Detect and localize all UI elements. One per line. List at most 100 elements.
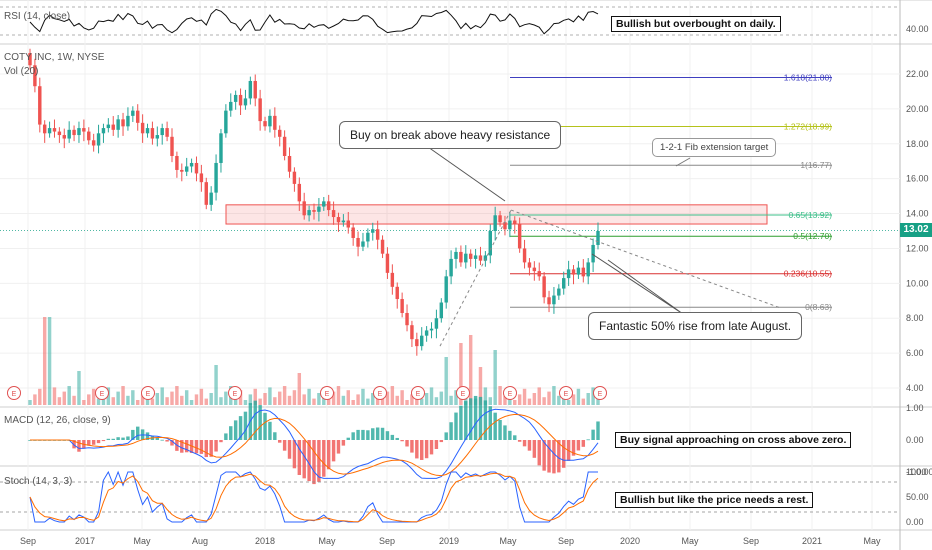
volume-bar: [410, 394, 414, 405]
volume-bar: [219, 397, 223, 405]
volume-bar: [238, 390, 243, 405]
volume-bar: [380, 397, 385, 405]
stoch-label: Stoch (14, 3, 3): [4, 476, 73, 487]
macd-histogram-bar: [400, 440, 404, 442]
callout-pointer: [591, 253, 684, 315]
x-tick-label: 2017: [75, 536, 95, 546]
candle-body: [307, 210, 311, 216]
candle-body: [312, 210, 316, 212]
volume-bar: [400, 390, 404, 405]
macd-histogram-bar: [483, 400, 488, 440]
candle-body: [371, 229, 375, 233]
candle-body: [581, 267, 586, 277]
candle-body: [586, 262, 590, 277]
volume-bar: [268, 387, 272, 405]
volume-bar: [522, 388, 527, 405]
macd-histogram-bar: [390, 434, 395, 440]
volume-bar: [488, 397, 492, 405]
volume-bar: [165, 397, 169, 405]
volume-bar: [72, 395, 76, 405]
macd-histogram-bar: [571, 440, 576, 456]
volume-bar: [366, 398, 370, 405]
candle-body: [346, 220, 350, 228]
earnings-marker: [456, 386, 470, 400]
earnings-marker-label: E: [325, 391, 330, 398]
candle-body: [508, 220, 512, 230]
volume-bar: [52, 387, 57, 405]
candle-body: [547, 297, 551, 305]
x-tick-label: 2018: [255, 536, 275, 546]
volume-bar: [444, 357, 448, 405]
volume-bar: [175, 386, 179, 405]
candle-body: [243, 98, 248, 106]
volume-bar: [121, 386, 125, 405]
volume-bar: [204, 398, 208, 405]
candle-body: [160, 128, 164, 136]
volume-bar: [483, 387, 488, 405]
candle-body: [537, 271, 541, 277]
candle-body: [454, 251, 458, 259]
macd-histogram-bar: [420, 440, 424, 460]
volume-bar: [459, 343, 463, 405]
candle-body: [219, 133, 223, 163]
macd-histogram-bar: [429, 440, 434, 455]
volume-bar: [77, 371, 81, 405]
volume-bar: [503, 395, 507, 405]
macd-histogram-bar: [238, 416, 243, 440]
earnings-marker-label: E: [146, 391, 151, 398]
candle-body: [444, 276, 448, 303]
macd-histogram-bar: [527, 440, 532, 451]
volume-bar: [248, 394, 253, 405]
macd-histogram-bar: [375, 427, 380, 440]
macd-histogram-bar: [184, 440, 189, 453]
volume-bar: [571, 394, 576, 405]
stoch-tick-label: 0.00: [906, 517, 924, 527]
volume-bar: [180, 395, 184, 405]
macd-histogram-bar: [473, 395, 478, 440]
macd-histogram-bar: [87, 440, 91, 446]
candle-body: [566, 269, 571, 279]
macd-histogram-bar: [111, 438, 115, 440]
candle-body: [395, 286, 399, 300]
volume-bar: [170, 391, 174, 405]
x-tick-label: May: [863, 536, 881, 546]
earnings-marker-label: E: [461, 391, 466, 398]
candle-body: [591, 244, 595, 263]
candle-body: [42, 124, 47, 134]
candle-body: [238, 94, 243, 106]
candle-body: [326, 201, 331, 211]
volume-bar: [532, 393, 537, 405]
price-pane: 1.618(21.80) 1.272(18.99) 1(16.77) 0.65(13.…: [0, 48, 900, 405]
candle-body: [38, 86, 42, 125]
candle-body: [375, 229, 380, 240]
stoch-note: Bullish but like the price needs a rest.: [615, 492, 814, 508]
macd-histogram-bar: [136, 426, 140, 440]
volume-bar: [292, 390, 297, 405]
candle-body: [145, 128, 150, 134]
macd-histogram-bar: [464, 401, 468, 440]
fib-level-label: 1.272(18.99): [784, 122, 832, 132]
earnings-marker: [7, 386, 21, 400]
volume-bar: [140, 394, 145, 405]
x-tick-label: May: [133, 536, 151, 546]
candle-body: [571, 269, 576, 275]
earnings-marker: [95, 386, 109, 400]
candle-body: [126, 115, 130, 127]
macd-histogram-bar: [165, 440, 169, 442]
volume-bar: [199, 388, 204, 405]
macd-histogram-bar: [581, 440, 586, 447]
candle-body: [155, 135, 160, 139]
callout-pointer: [675, 157, 691, 167]
macd-histogram-bar: [493, 412, 497, 440]
price-tick-label: 8.00: [906, 313, 924, 323]
macd-histogram-bar: [273, 432, 277, 440]
macd-histogram-bar: [322, 440, 326, 477]
macd-histogram-bar: [547, 440, 551, 473]
volume-bar: [596, 397, 600, 405]
macd-histogram-bar: [336, 440, 341, 454]
volume-bar: [429, 387, 434, 405]
volume-bar: [405, 400, 409, 405]
candle-body: [87, 131, 91, 141]
volume-bar: [160, 387, 164, 405]
